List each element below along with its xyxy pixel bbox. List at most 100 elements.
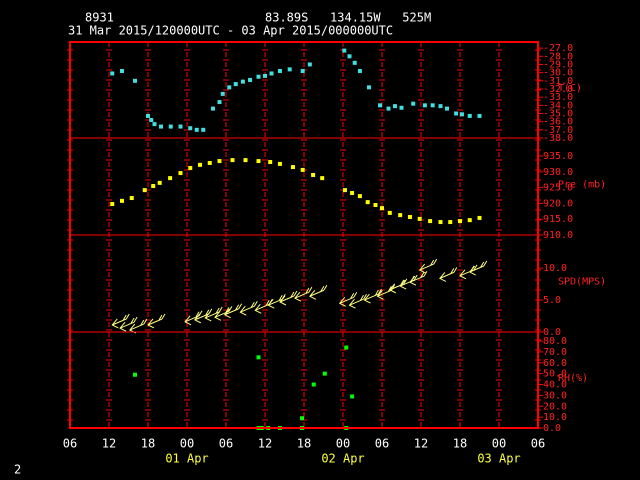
wind-barb <box>214 306 233 321</box>
data-point <box>207 160 212 165</box>
data-point <box>256 74 261 79</box>
station-location: 83.89S 134.15W 525M <box>265 11 431 25</box>
data-point <box>387 210 392 215</box>
y-tick-label: -38.0 <box>543 133 573 144</box>
y-tick-label: 30.0 <box>543 390 567 401</box>
y-tick-label: -37.0 <box>543 125 573 136</box>
y-tick-label: 915.0 <box>543 214 573 225</box>
y-tick-label: 5.0 <box>543 295 561 306</box>
data-point <box>448 220 453 225</box>
day-label: 01 Apr <box>165 452 208 466</box>
data-point <box>129 196 134 201</box>
y-tick-label: -31.0 <box>543 76 573 87</box>
data-point <box>347 54 352 59</box>
data-point <box>365 200 370 205</box>
wind-barb <box>389 278 408 294</box>
data-point <box>411 101 416 106</box>
wind-barb <box>119 316 138 332</box>
data-point <box>178 171 183 176</box>
wind-barb <box>111 313 130 329</box>
data-point <box>227 85 232 90</box>
y-tick-label: -27.0 <box>543 43 573 54</box>
wind-barb <box>338 292 358 307</box>
data-point <box>445 106 449 111</box>
data-point <box>350 394 355 399</box>
y-tick-label: 935.0 <box>543 151 573 162</box>
data-point <box>120 69 124 74</box>
wind-barb <box>129 318 148 334</box>
frame <box>69 41 539 429</box>
data-point <box>256 355 261 360</box>
data-point <box>380 206 384 211</box>
y-tick-label: 20.0 <box>543 401 567 412</box>
data-point <box>422 103 427 108</box>
data-point <box>322 371 327 376</box>
station-id: 8931 <box>85 11 114 25</box>
data-point <box>352 60 357 65</box>
y-tick-label: 60.0 <box>543 358 567 369</box>
y-tick-label: -30.0 <box>543 68 573 79</box>
data-point <box>320 176 325 181</box>
wind-barb <box>418 258 438 274</box>
wind-barb <box>363 288 382 304</box>
page-number: 2 <box>14 463 21 477</box>
data-point <box>269 71 274 76</box>
data-point <box>373 202 378 207</box>
wind-barb <box>223 303 243 319</box>
x-tick-label: 18 <box>453 437 467 451</box>
y-tick-label: 925.0 <box>543 183 573 194</box>
data-point <box>142 188 147 193</box>
data-point <box>311 382 316 387</box>
data-point <box>307 62 312 67</box>
data-point <box>367 85 371 90</box>
x-tick-label: 12 <box>102 437 116 451</box>
data-point <box>201 127 206 132</box>
data-point <box>428 219 433 224</box>
y-tick-label: 70.0 <box>543 347 567 358</box>
data-point <box>178 124 183 129</box>
data-point <box>477 113 482 118</box>
x-tick-label: 00 <box>336 437 350 451</box>
data-point <box>211 106 215 111</box>
data-point <box>287 67 292 72</box>
data-point <box>168 124 173 129</box>
data-point <box>342 48 347 53</box>
data-point <box>477 215 482 220</box>
data-point <box>407 214 412 219</box>
data-point <box>233 82 238 87</box>
data-point <box>133 372 137 377</box>
data-point <box>152 122 157 127</box>
data-point <box>438 220 443 225</box>
data-point <box>149 118 154 123</box>
wind-barb <box>267 293 286 309</box>
panel-label: SPD(MPS) <box>558 277 606 288</box>
y-tick-label: -36.0 <box>543 117 573 128</box>
data-point <box>398 213 403 218</box>
wind-barb <box>239 300 258 316</box>
y-tick-label: 0.0 <box>543 327 561 338</box>
wind-barb <box>279 290 298 306</box>
data-point <box>159 124 163 129</box>
data-point <box>133 78 137 83</box>
data-point <box>151 184 156 189</box>
wind-barb <box>439 267 458 282</box>
data-point <box>110 71 115 76</box>
y-tick-label: 920.0 <box>543 198 573 209</box>
data-point <box>157 180 162 185</box>
y-tick-label: -32.0 <box>543 84 573 95</box>
data-point <box>386 106 391 111</box>
x-tick-label: 06 <box>63 437 77 451</box>
data-point <box>188 126 193 131</box>
wind-barb <box>184 310 203 326</box>
wind-barb <box>294 286 313 302</box>
data-point <box>344 345 349 350</box>
data-point <box>240 79 245 84</box>
y-tick-label: 50.0 <box>543 369 567 380</box>
day-label: 03 Apr <box>477 452 520 466</box>
y-tick-label: 40.0 <box>543 380 567 391</box>
wind-barb <box>376 285 395 300</box>
y-tick-label: 80.0 <box>543 336 567 347</box>
data-point <box>110 202 115 207</box>
data-point <box>342 188 347 193</box>
panel-label: RH(%) <box>558 373 588 384</box>
